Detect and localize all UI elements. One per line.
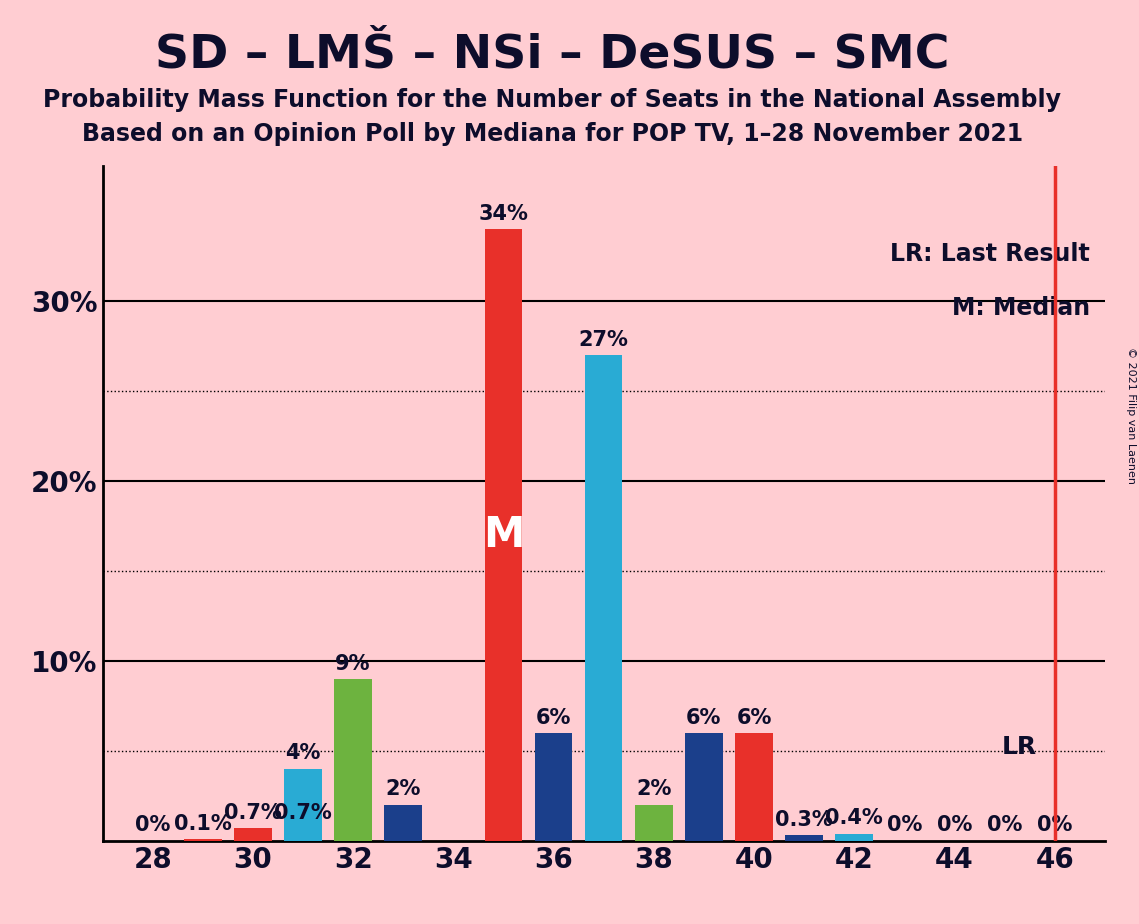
Bar [284, 769, 321, 841]
Text: SD – LMŠ – NSi – DeSUS – SMC: SD – LMŠ – NSi – DeSUS – SMC [155, 32, 950, 78]
Bar [484, 229, 522, 841]
Bar [735, 733, 772, 841]
Bar [836, 833, 872, 841]
Text: 34%: 34% [478, 204, 528, 224]
Text: 0%: 0% [1036, 816, 1073, 835]
Bar [233, 828, 271, 841]
Text: LR: Last Result: LR: Last Result [890, 242, 1090, 266]
Bar [334, 679, 371, 841]
Bar [284, 828, 321, 841]
Text: 9%: 9% [335, 653, 371, 674]
Bar [534, 733, 572, 841]
Text: 0.1%: 0.1% [174, 814, 231, 833]
Bar [584, 355, 622, 841]
Text: 0%: 0% [886, 816, 923, 835]
Text: Probability Mass Function for the Number of Seats in the National Assembly: Probability Mass Function for the Number… [43, 88, 1062, 112]
Text: M: M [483, 514, 524, 556]
Bar [183, 839, 221, 841]
Text: © 2021 Filip van Laenen: © 2021 Filip van Laenen [1126, 347, 1136, 484]
Text: 27%: 27% [579, 330, 629, 350]
Text: 6%: 6% [535, 708, 572, 727]
Text: 0%: 0% [134, 816, 171, 835]
Text: 0%: 0% [936, 816, 973, 835]
Text: 0.7%: 0.7% [224, 803, 281, 823]
Text: 2%: 2% [385, 780, 421, 799]
Bar [786, 835, 822, 841]
Text: 0%: 0% [986, 816, 1023, 835]
Text: LR: LR [1002, 736, 1038, 760]
Text: 2%: 2% [636, 780, 672, 799]
Bar [634, 805, 672, 841]
Text: 0.4%: 0.4% [826, 808, 883, 828]
Text: 0.7%: 0.7% [274, 803, 331, 823]
Text: Based on an Opinion Poll by Mediana for POP TV, 1–28 November 2021: Based on an Opinion Poll by Mediana for … [82, 122, 1023, 146]
Text: 6%: 6% [686, 708, 722, 727]
Text: M: Median: M: Median [952, 296, 1090, 320]
Bar [685, 733, 722, 841]
Bar [384, 805, 421, 841]
Text: 0.3%: 0.3% [776, 810, 833, 830]
Text: 6%: 6% [736, 708, 772, 727]
Text: 4%: 4% [285, 744, 321, 763]
